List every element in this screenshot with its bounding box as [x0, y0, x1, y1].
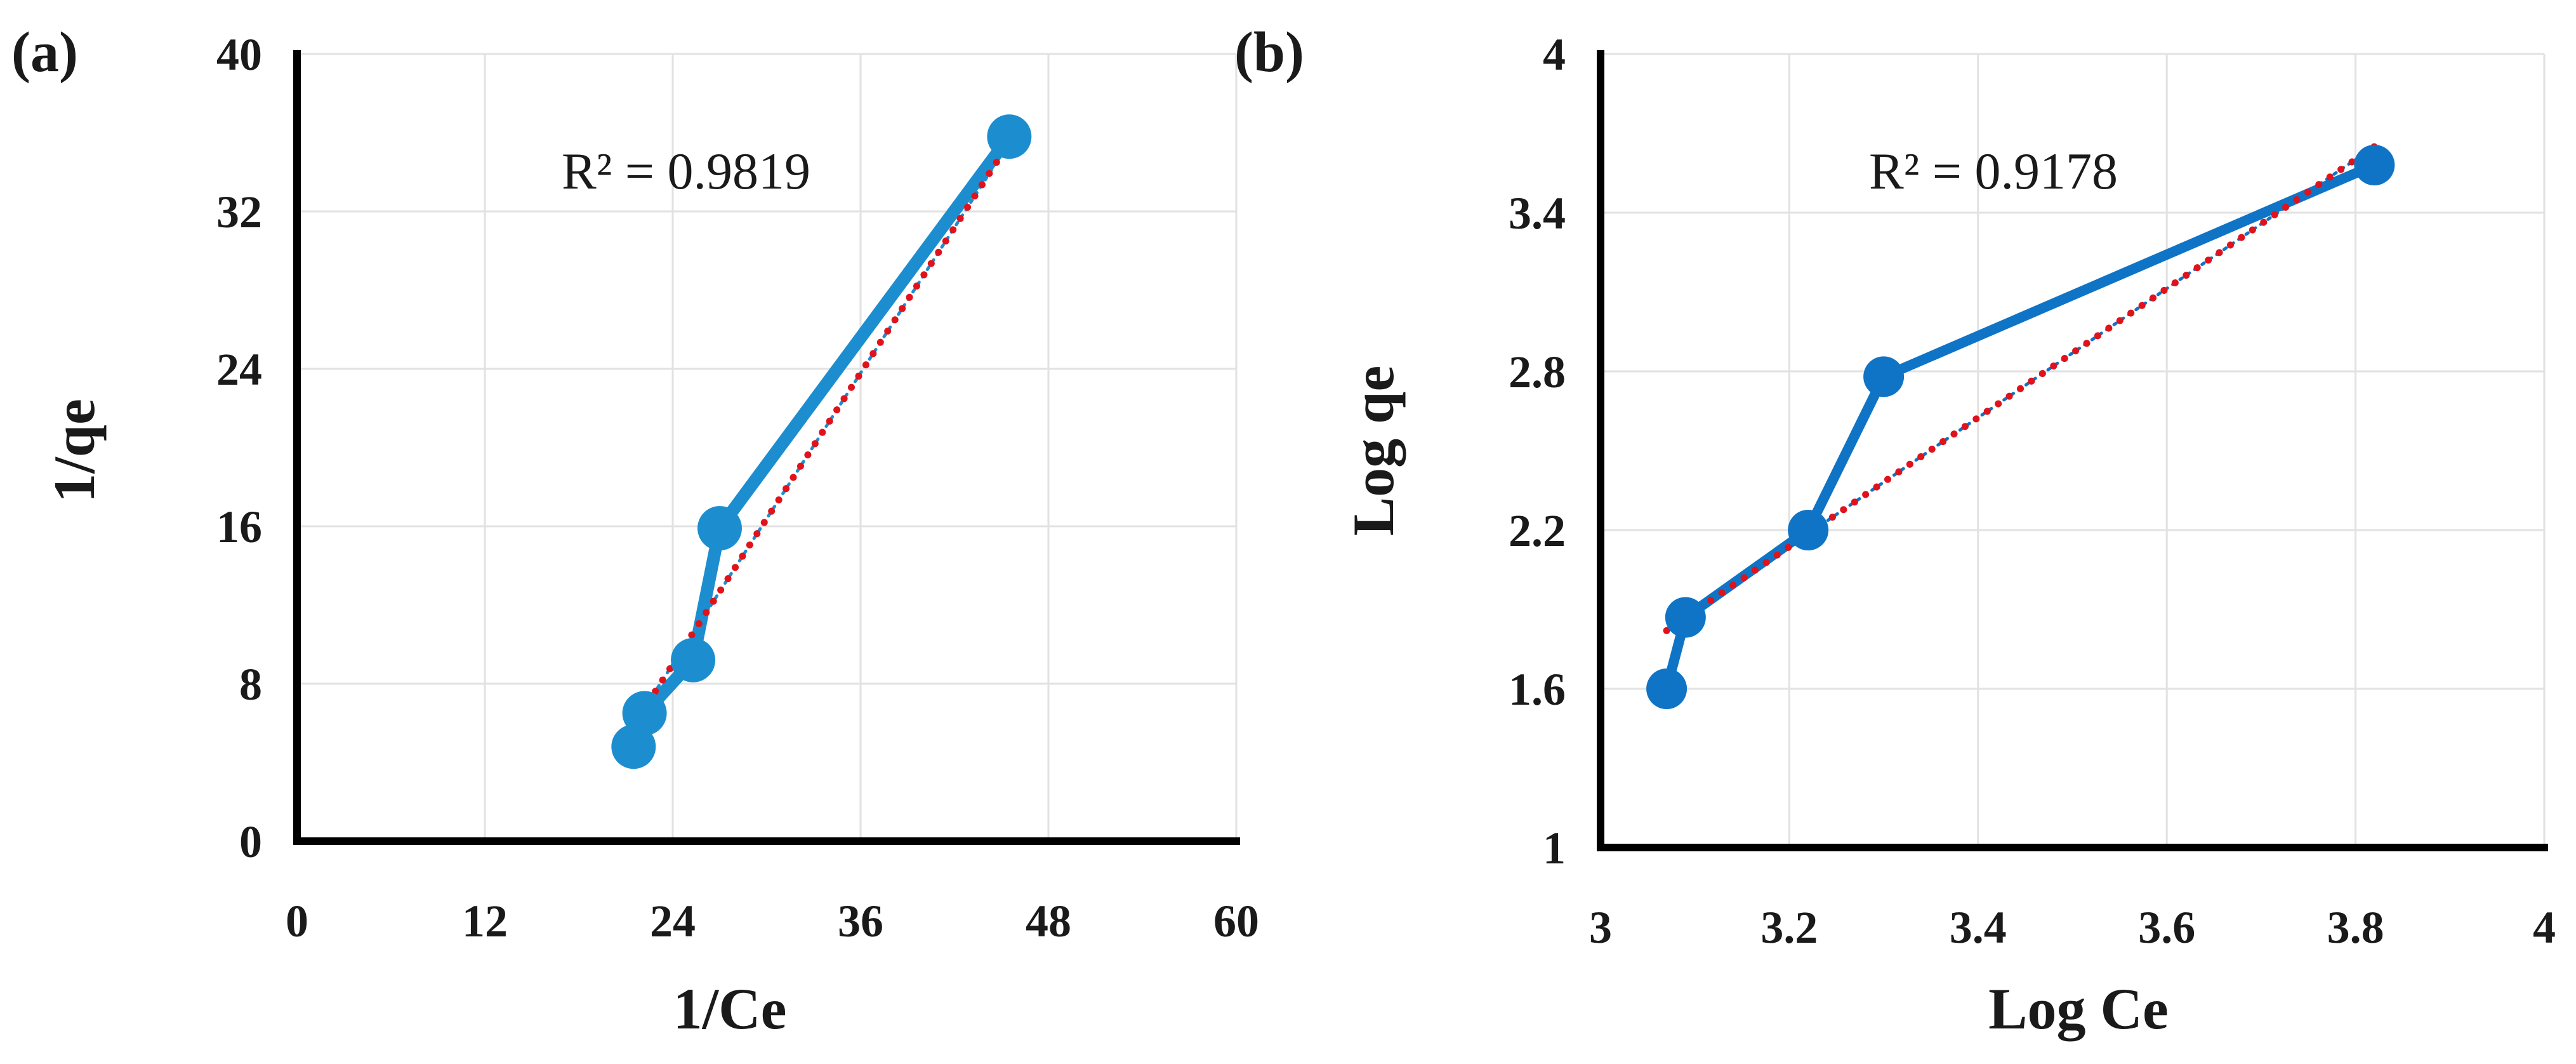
data-point [611, 724, 656, 769]
data-point [2354, 145, 2395, 185]
y-tick-label: 24 [216, 344, 262, 395]
y-tick-label: 8 [239, 659, 262, 710]
y-tick-label: 1 [1543, 823, 1566, 874]
x-tick-label: 3 [1589, 902, 1612, 953]
y-tick-label: 32 [216, 187, 262, 237]
r-squared-annotation: R² = 0.9819 [562, 142, 810, 200]
y-axis-title: Log qe [1341, 366, 1406, 536]
x-tick-label: 24 [650, 896, 696, 947]
panel-label: (b) [1234, 21, 1304, 84]
y-tick-label: 4 [1543, 29, 1566, 80]
chart-panel-a: 0 8 16 24 32 40 0 12 24 36 48 60 (a) R² = 0.9819 1… [11, 21, 1259, 1041]
y-tick-label: 16 [216, 502, 262, 552]
x-tick-label: 12 [462, 896, 508, 947]
data-point [1788, 510, 1829, 550]
x-tick-label: 60 [1213, 896, 1259, 947]
r-squared-annotation: R² = 0.9178 [1869, 142, 2118, 200]
y-tick-label: 2.8 [1509, 347, 1566, 397]
x-tick-label: 3.8 [2327, 902, 2384, 953]
data-point [1646, 668, 1688, 709]
data-point [697, 506, 742, 551]
x-tick-label: 36 [838, 896, 883, 947]
trendline-red-dotted [630, 139, 1013, 729]
x-tick-label: 3.2 [1760, 902, 1818, 953]
x-axis-title: 1/Ce [673, 976, 787, 1041]
y-tick-label: 3.4 [1509, 188, 1566, 239]
panel-label: (a) [11, 21, 78, 84]
x-tick-label: 3.6 [2138, 902, 2195, 953]
x-tick-label: 4 [2533, 902, 2556, 953]
y-axis-title: 1/qe [42, 399, 107, 503]
data-point [987, 114, 1032, 159]
x-tick-label: 0 [286, 896, 308, 947]
data-point [622, 691, 667, 736]
x-axis-title: Log Ce [1988, 976, 2169, 1041]
data-point [1665, 597, 1706, 638]
data-point [1863, 356, 1905, 397]
series-line [1661, 160, 2380, 694]
x-tick-label: 3.4 [1950, 902, 2007, 953]
chart-panel-b: 1 1.6 2.2 2.8 3.4 4 3 3.2 3.4 3.6 3.8 4 (b) R² = 0… [1234, 21, 2556, 1041]
y-tick-label: 0 [239, 816, 262, 867]
y-tick-label: 2.2 [1509, 505, 1566, 556]
data-point [671, 637, 716, 682]
y-tick-label: 40 [216, 29, 262, 80]
y-tick-label: 1.6 [1509, 664, 1566, 715]
x-tick-label: 48 [1026, 896, 1071, 947]
trendline-red-dotted [1663, 143, 2378, 634]
